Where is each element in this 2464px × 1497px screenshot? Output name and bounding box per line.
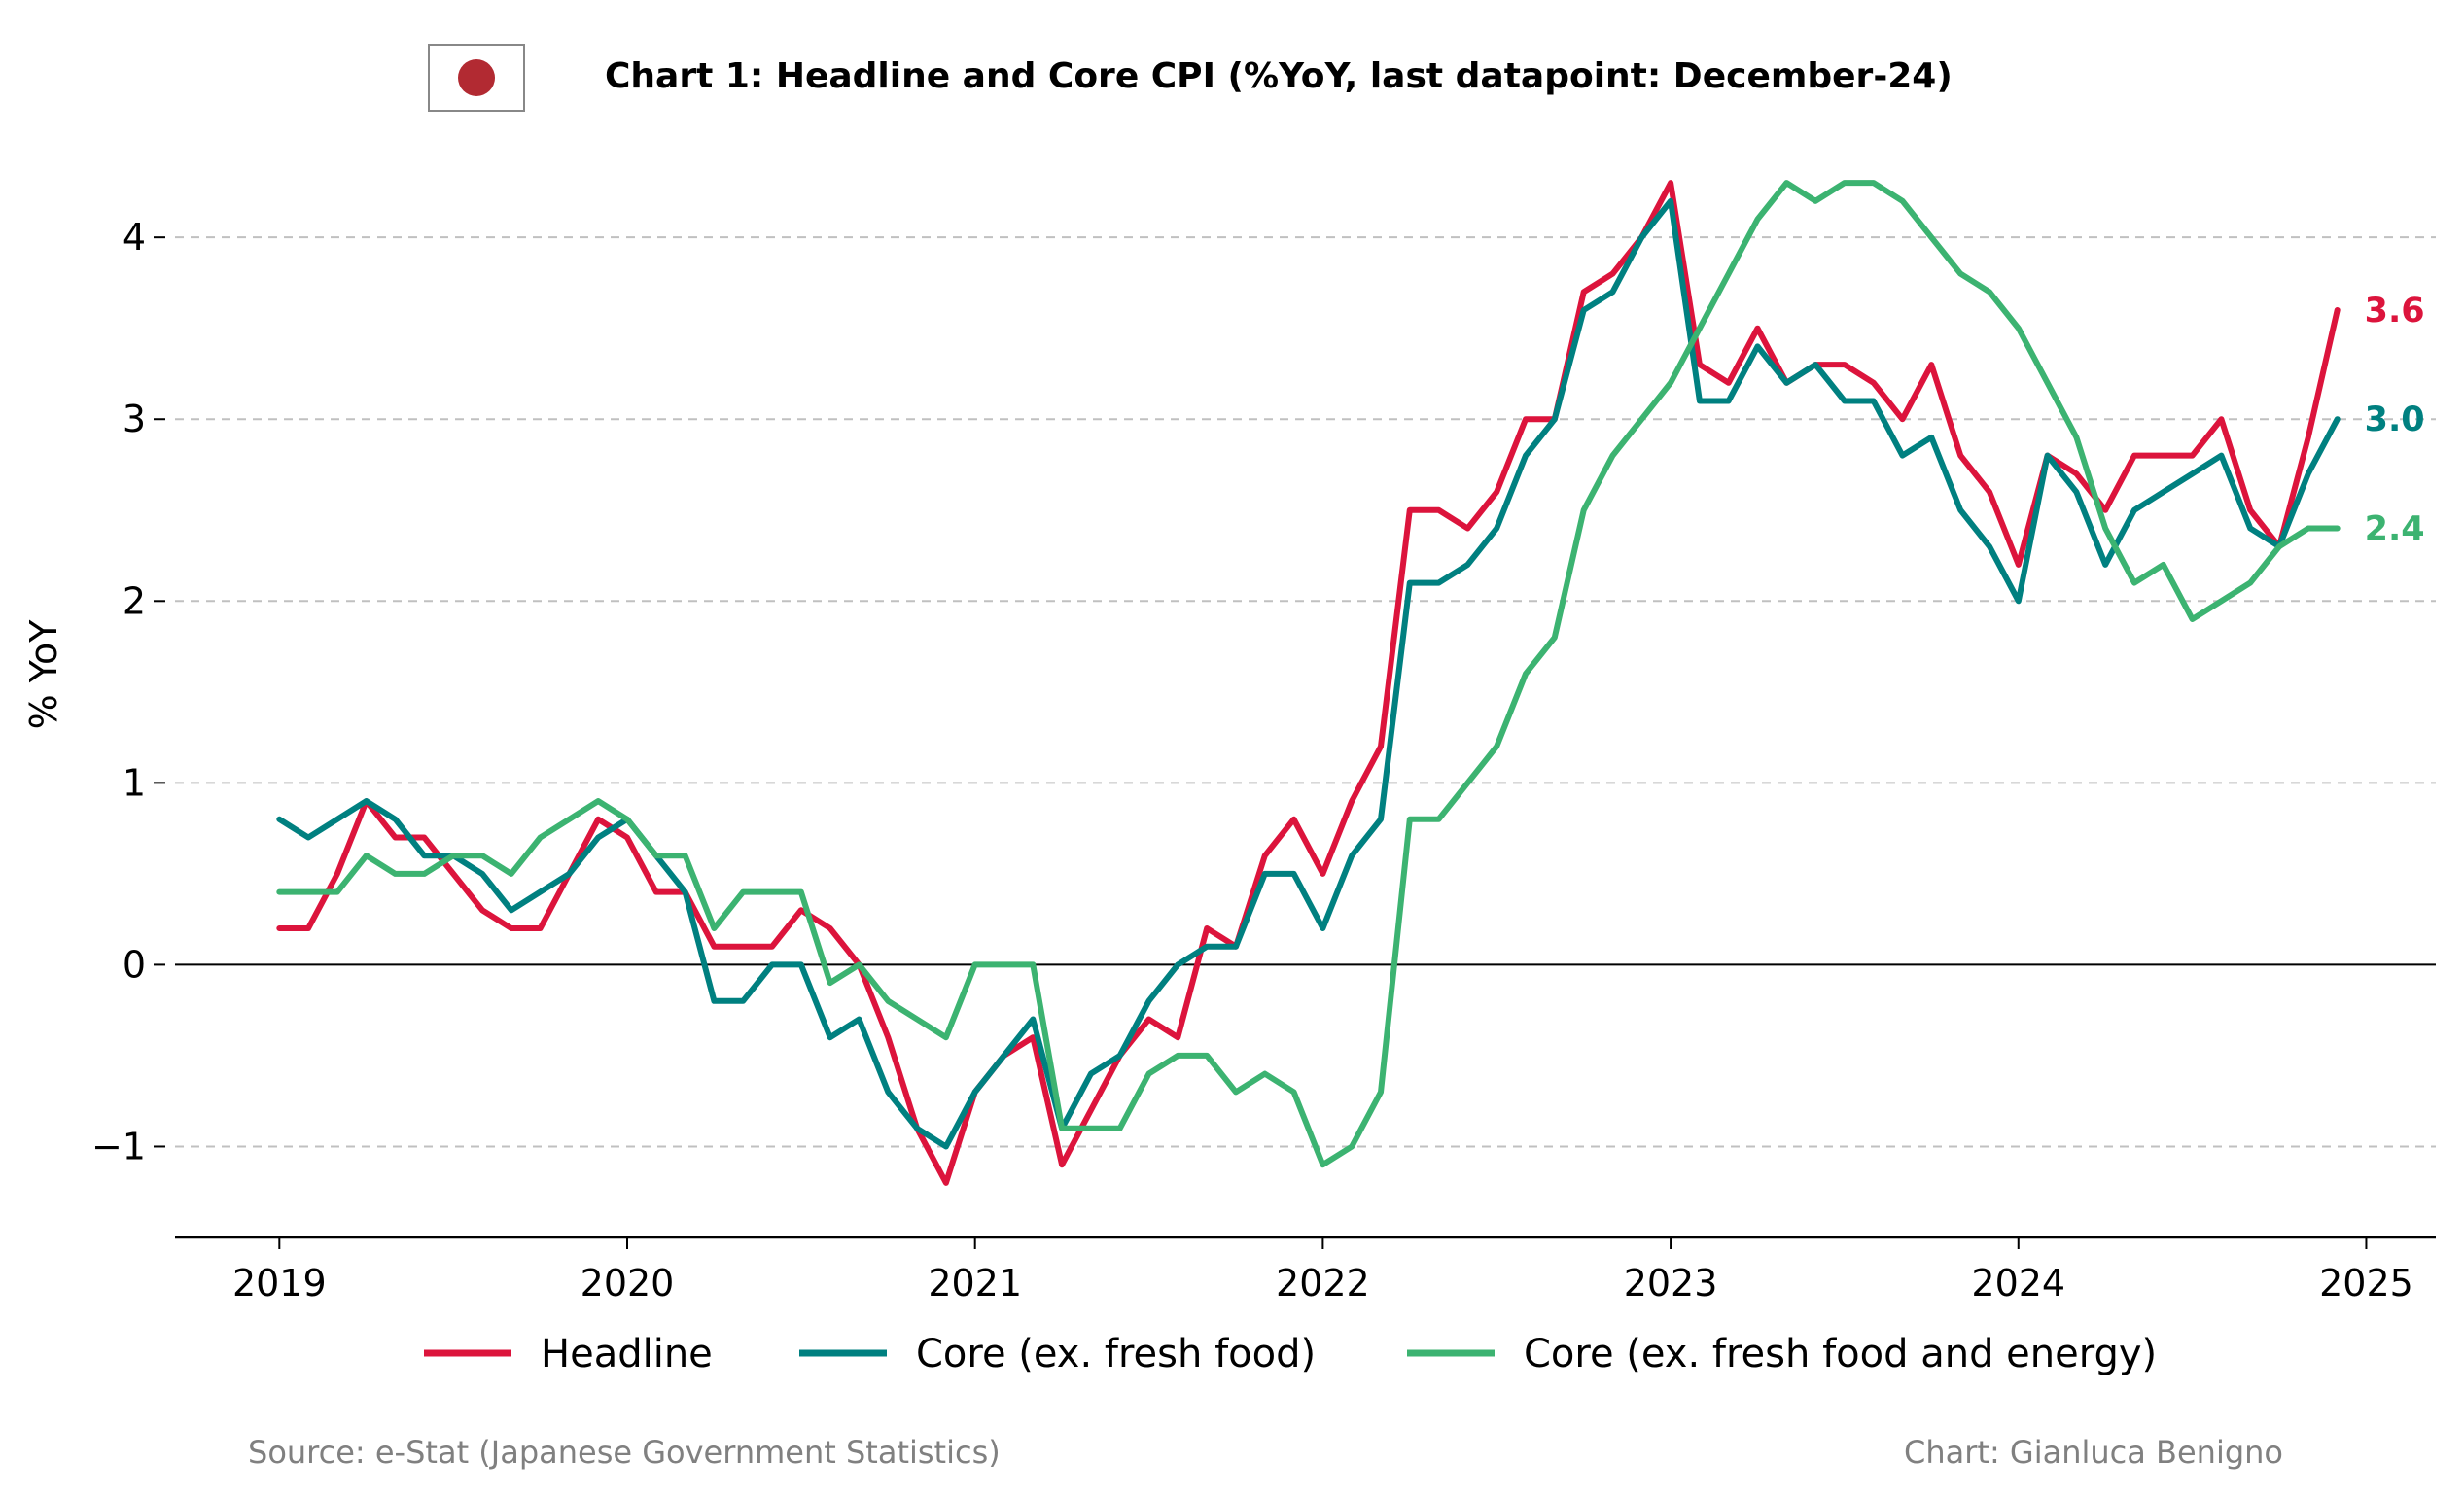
grid-layer [175,236,2436,1148]
end-value-label: 3.6 [2365,292,2425,331]
y-tick-label: 1 [123,761,146,804]
chart-title: Chart 1: Headline and Core CPI (%YoY, la… [605,56,1953,96]
japan-flag-circle [458,59,495,96]
x-tick-label: 2020 [581,1262,675,1305]
legend: Headline Core (ex. fresh food) Core (ex. f… [424,1332,2157,1376]
end-value-label: 2.4 [2365,509,2425,548]
y-tick-label: 4 [123,216,146,259]
axes-layer: −1 0 1 2 3 4 2019 2020 2021 2022 2023 2024 2025 [91,216,2436,1305]
legend-label: Headline [541,1332,713,1376]
legend-label: Core (ex. fresh food) [916,1332,1316,1376]
y-tick-label: 0 [123,943,146,986]
x-tick-label: 2024 [1971,1262,2065,1305]
x-tick-label: 2022 [1276,1262,1370,1305]
y-tick-label: 3 [123,398,146,440]
series-line-0 [276,180,2341,1186]
chart-credit: Chart: Gianluca Benigno [1904,1434,2283,1471]
legend-label: Core (ex. fresh food and energy) [1524,1332,2157,1376]
y-tick-label: 2 [123,579,146,622]
source-note: Source: e-Stat (Japanese Government Stat… [248,1434,1001,1471]
x-tick-label: 2021 [928,1262,1022,1305]
series-line-1 [276,197,2341,1150]
chart-header: Chart 1: Headline and Core CPI (%YoY, la… [428,44,1953,112]
y-axis-label: % YoY [22,619,65,730]
x-tick-label: 2019 [232,1262,327,1305]
end-value-label: 3.0 [2365,400,2425,439]
x-tick-label: 2023 [1624,1262,1718,1305]
x-tick-label: 2025 [2319,1262,2413,1305]
series-layer [276,180,2341,1186]
end-labels: 3.6 3.0 2.4 [2365,292,2425,548]
y-tick-label: −1 [91,1125,146,1167]
series-line-2 [276,180,2341,1168]
